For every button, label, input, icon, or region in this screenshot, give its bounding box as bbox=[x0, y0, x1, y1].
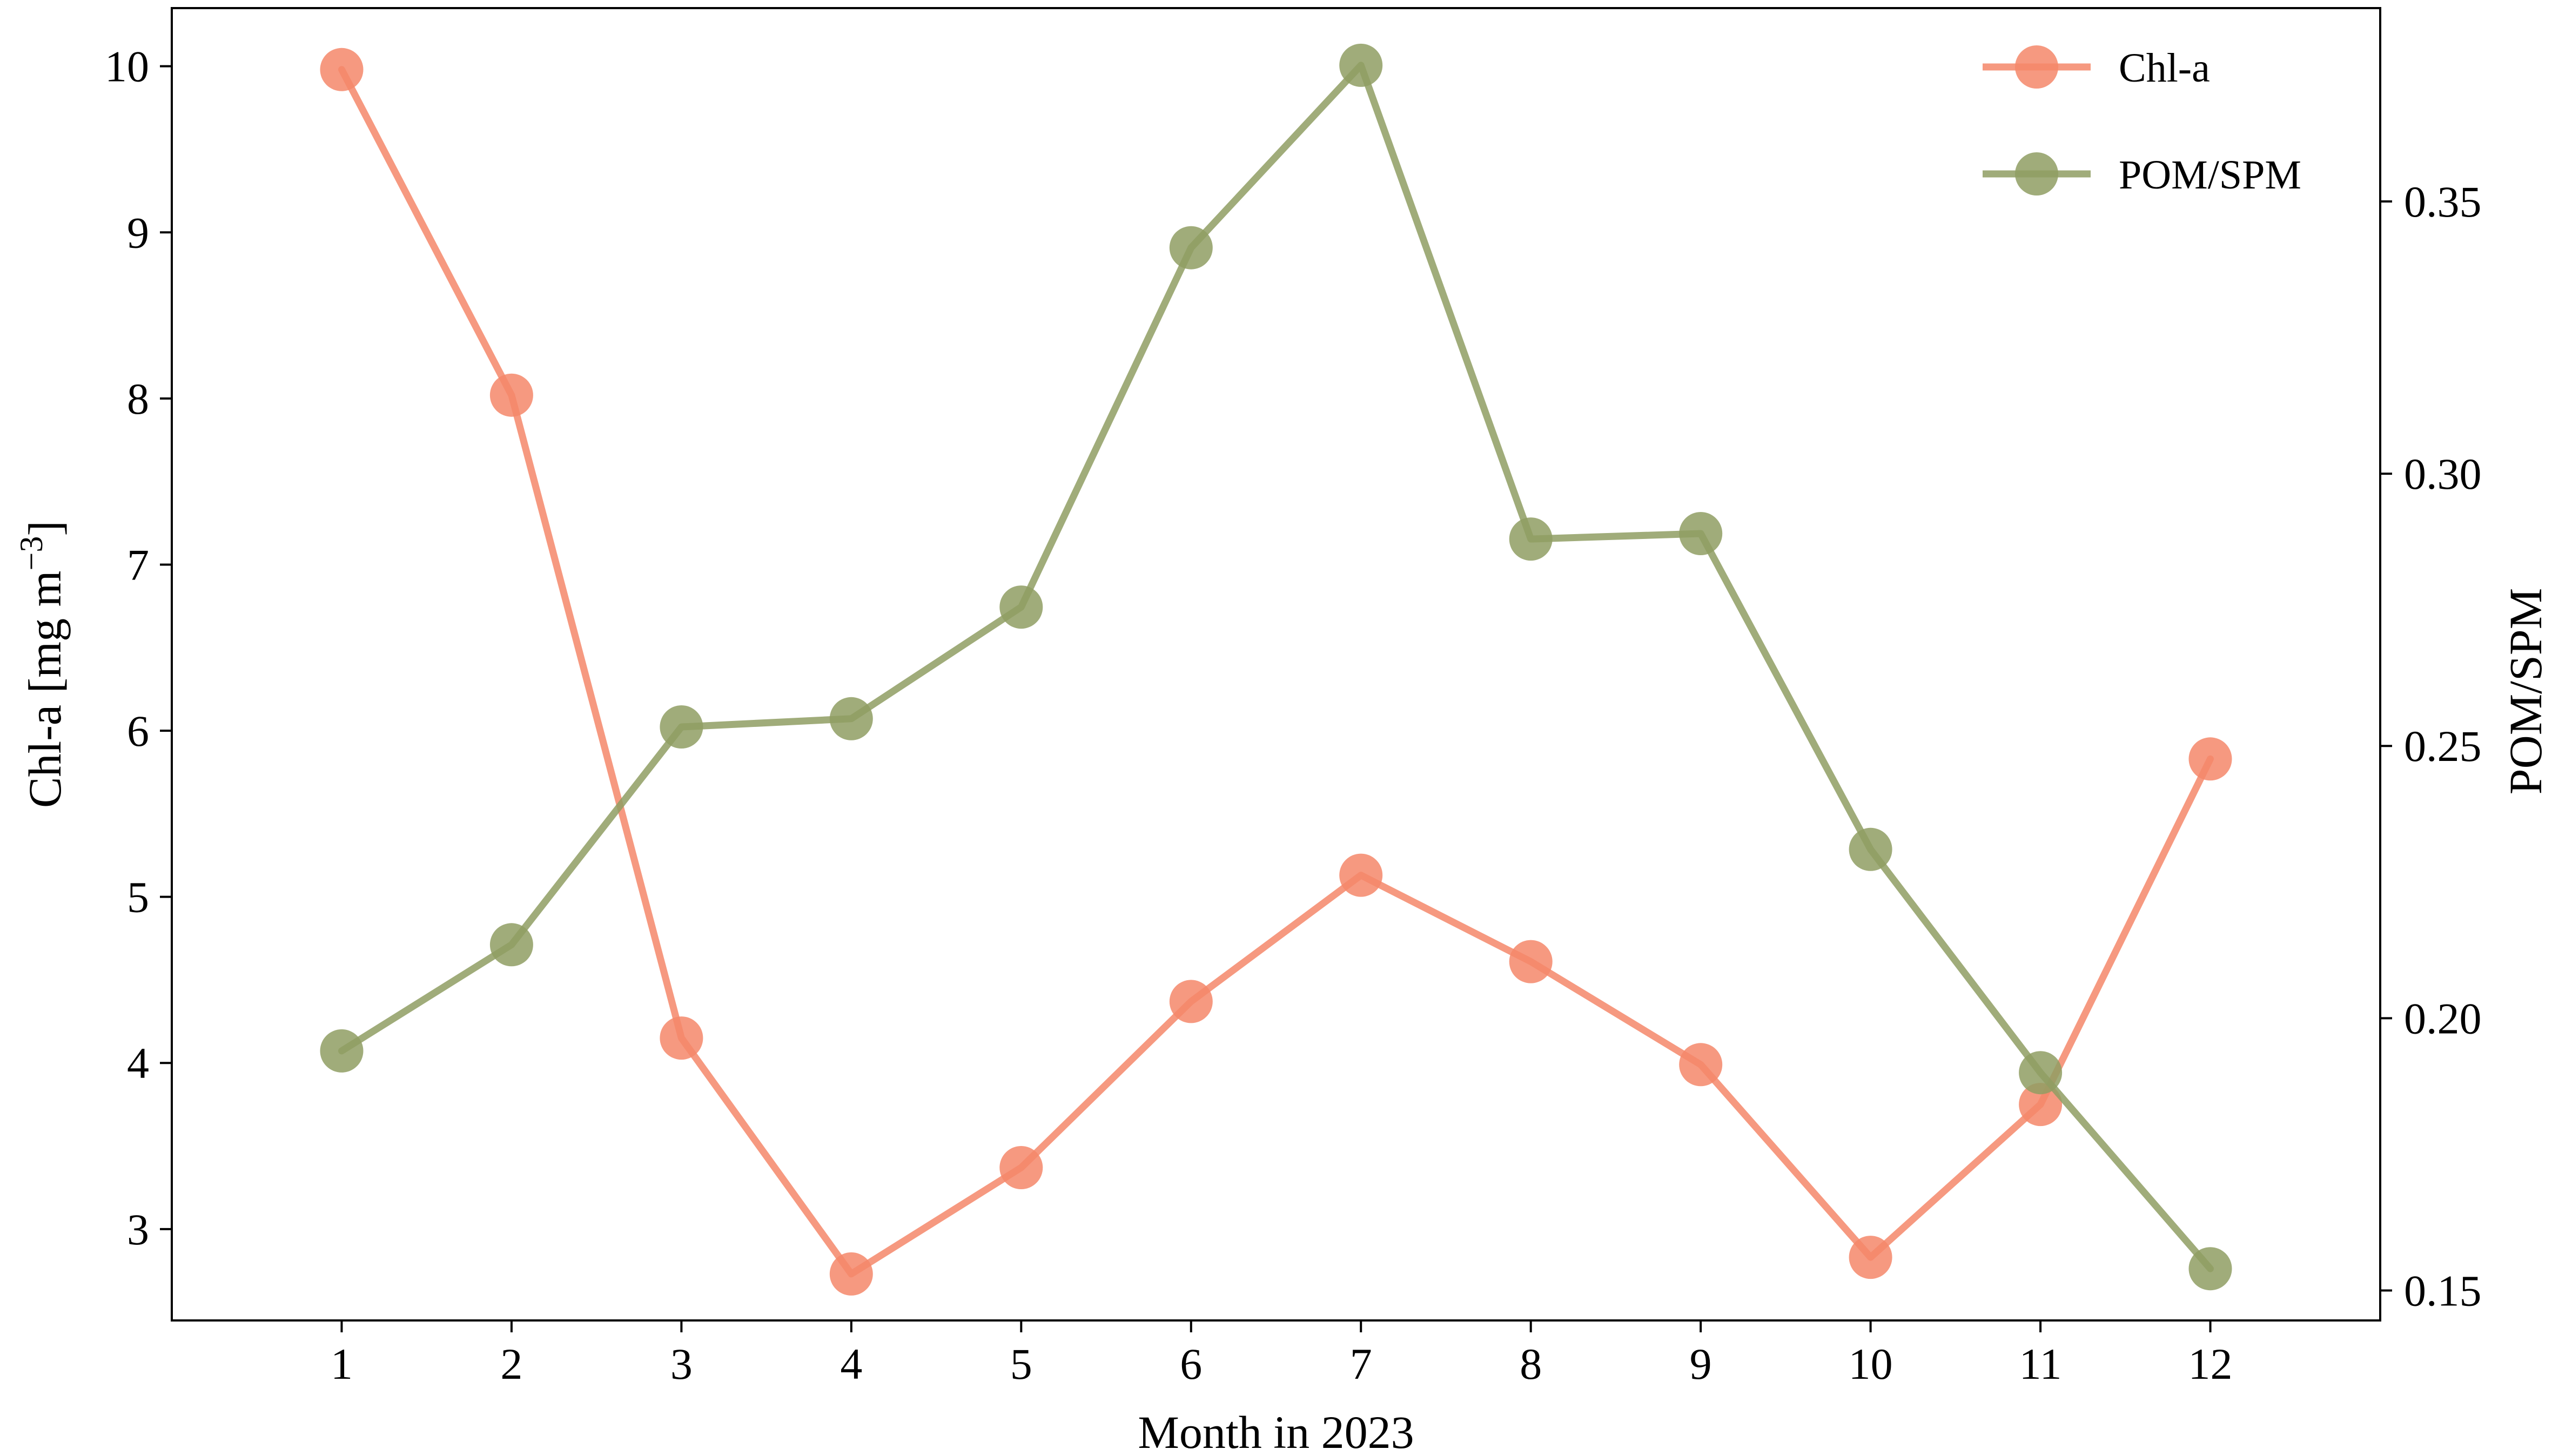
left-y-axis-title: Chl-a [mg m−3] bbox=[14, 521, 71, 808]
series-pom-spm-point-2 bbox=[489, 923, 533, 967]
left-tick-label-3: 3 bbox=[127, 1205, 149, 1254]
series-chl-a-point-4 bbox=[829, 1252, 873, 1296]
series-chl-a-point-11 bbox=[2019, 1083, 2063, 1127]
legend-pom-spm-label: POM/SPM bbox=[2119, 152, 2301, 198]
x-tick-label-12: 12 bbox=[2188, 1339, 2233, 1388]
x-tick-label-8: 8 bbox=[1520, 1339, 1542, 1388]
series-pom-spm-point-8 bbox=[1509, 517, 1553, 561]
right-tick-label-3: 0.30 bbox=[2404, 449, 2482, 498]
right-y-axis-title: POM/SPM bbox=[2500, 588, 2551, 794]
left-y-axis-title-close: ] bbox=[19, 521, 71, 536]
series-chl-a-point-7 bbox=[1339, 853, 1383, 897]
series-pom-spm-point-3 bbox=[660, 705, 703, 749]
right-tick-label-2: 0.25 bbox=[2404, 722, 2482, 771]
series-chl-a-point-6 bbox=[1169, 980, 1213, 1023]
x-tick-label-7: 7 bbox=[1350, 1339, 1372, 1388]
x-tick-label-10: 10 bbox=[1849, 1339, 1893, 1388]
series-chl-a-point-8 bbox=[1509, 940, 1553, 983]
x-axis-title: Month in 2023 bbox=[1138, 1406, 1414, 1456]
x-tick-label-6: 6 bbox=[1180, 1339, 1202, 1388]
right-tick-label-1: 0.20 bbox=[2404, 994, 2482, 1043]
series-chl-a-point-1 bbox=[320, 48, 364, 91]
series-pom-spm-point-5 bbox=[999, 585, 1043, 629]
series-pom-spm-point-1 bbox=[320, 1029, 364, 1073]
left-tick-label-10: 10 bbox=[105, 42, 149, 91]
series-layer bbox=[320, 43, 2232, 1296]
left-tick-label-4: 4 bbox=[127, 1039, 149, 1088]
series-pom-spm-point-11 bbox=[2019, 1051, 2063, 1095]
series-chl-a-point-2 bbox=[489, 373, 533, 417]
series-pom-spm-point-4 bbox=[829, 697, 873, 740]
series-pom-spm-point-9 bbox=[1679, 512, 1723, 555]
x-tick-label-2: 2 bbox=[500, 1339, 522, 1388]
left-y-axis-title-main: Chl-a [mg m bbox=[19, 570, 71, 808]
x-tick-label-3: 3 bbox=[670, 1339, 693, 1388]
series-pom-spm-point-6 bbox=[1169, 226, 1213, 269]
x-tick-label-1: 1 bbox=[331, 1339, 353, 1388]
plot-area bbox=[171, 7, 2381, 1322]
left-tick-label-9: 9 bbox=[127, 208, 149, 257]
series-pom-spm-point-12 bbox=[2188, 1247, 2232, 1291]
x-tick-label-5: 5 bbox=[1010, 1339, 1032, 1388]
legend: Chl-a POM/SPM bbox=[1983, 45, 2301, 198]
right-y-axis: 0.15 0.20 0.25 0.30 0.35 bbox=[2380, 177, 2482, 1316]
right-tick-label-4: 0.35 bbox=[2404, 177, 2482, 226]
legend-chl-a-label: Chl-a bbox=[2119, 45, 2210, 91]
x-tick-label-9: 9 bbox=[1690, 1339, 1712, 1388]
series-pom-spm-line bbox=[338, 62, 2214, 1272]
left-y-axis: 3 4 5 6 7 8 9 10 bbox=[105, 42, 172, 1254]
left-tick-label-5: 5 bbox=[127, 873, 149, 922]
series-chl-a-point-9 bbox=[1679, 1043, 1723, 1087]
left-tick-label-8: 8 bbox=[127, 374, 149, 423]
series-pom-spm-point-10 bbox=[1849, 827, 1892, 871]
plot-frame bbox=[171, 7, 2381, 1322]
left-tick-label-7: 7 bbox=[127, 540, 149, 589]
series-chl-a-point-5 bbox=[999, 1146, 1043, 1189]
series-chl-a-point-12 bbox=[2188, 737, 2232, 781]
series-chl-a-point-10 bbox=[1849, 1236, 1892, 1279]
series-chl-a-line bbox=[338, 66, 2214, 1278]
x-tick-label-4: 4 bbox=[840, 1339, 862, 1388]
series-chl-a-point-3 bbox=[660, 1016, 703, 1060]
left-y-axis-title-exponent: −3 bbox=[14, 536, 49, 571]
left-tick-label-6: 6 bbox=[127, 706, 149, 756]
legend-pom-spm-marker bbox=[2015, 152, 2058, 196]
x-tick-label-11: 11 bbox=[2019, 1339, 2062, 1388]
x-axis: 1 2 3 4 5 6 7 8 9 10 11 12 bbox=[331, 1320, 2233, 1388]
legend-chl-a-marker bbox=[2015, 45, 2058, 89]
series-pom-spm-point-7 bbox=[1339, 43, 1383, 87]
right-tick-label-0: 0.15 bbox=[2404, 1266, 2482, 1316]
